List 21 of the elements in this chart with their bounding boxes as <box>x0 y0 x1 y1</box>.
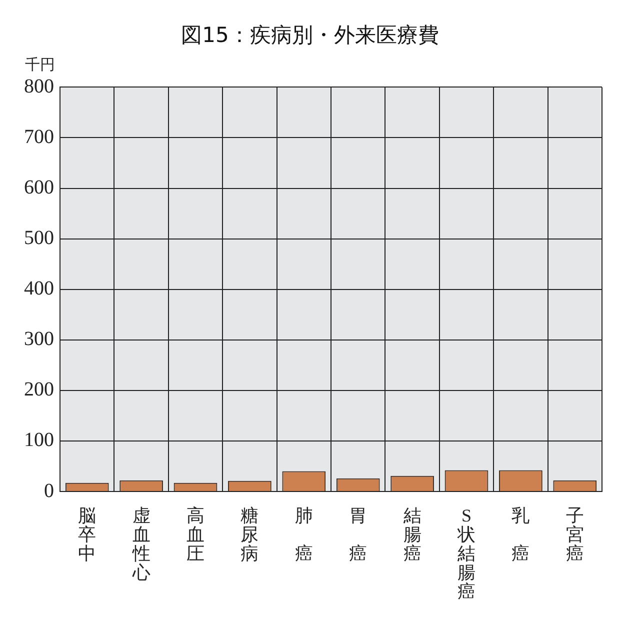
y-tick-label: 700 <box>24 126 54 148</box>
y-tick-label: 100 <box>24 429 54 452</box>
y-tick-label: 600 <box>24 176 54 199</box>
x-tick-label: 乳癌 <box>512 506 530 564</box>
y-tick-label: 500 <box>24 227 54 250</box>
x-tick-label: 虚血性心 <box>131 506 150 582</box>
x-tick-label: 高血圧 <box>186 506 204 564</box>
y-tick-label: 0 <box>44 480 54 502</box>
y-tick-label: 300 <box>24 328 54 350</box>
x-tick-label: 子宮癌 <box>566 506 584 564</box>
chart-title: 図15：疾病別・外来医療費 <box>181 23 439 48</box>
x-tick-label: 脳卒中 <box>78 506 96 564</box>
x-tick-label: S状結腸癌 <box>456 506 476 602</box>
y-tick-label: 400 <box>24 278 54 300</box>
x-tick-label: 糖尿病 <box>240 506 259 564</box>
x-tick-label: 結腸癌 <box>402 506 422 564</box>
y-tick-label: 800 <box>24 75 54 98</box>
y-tick-label: 200 <box>24 378 54 401</box>
x-tick-label: 肺癌 <box>294 506 313 564</box>
x-tick-label: 胃癌 <box>349 506 368 564</box>
y-axis-title: 千円 <box>25 56 55 74</box>
